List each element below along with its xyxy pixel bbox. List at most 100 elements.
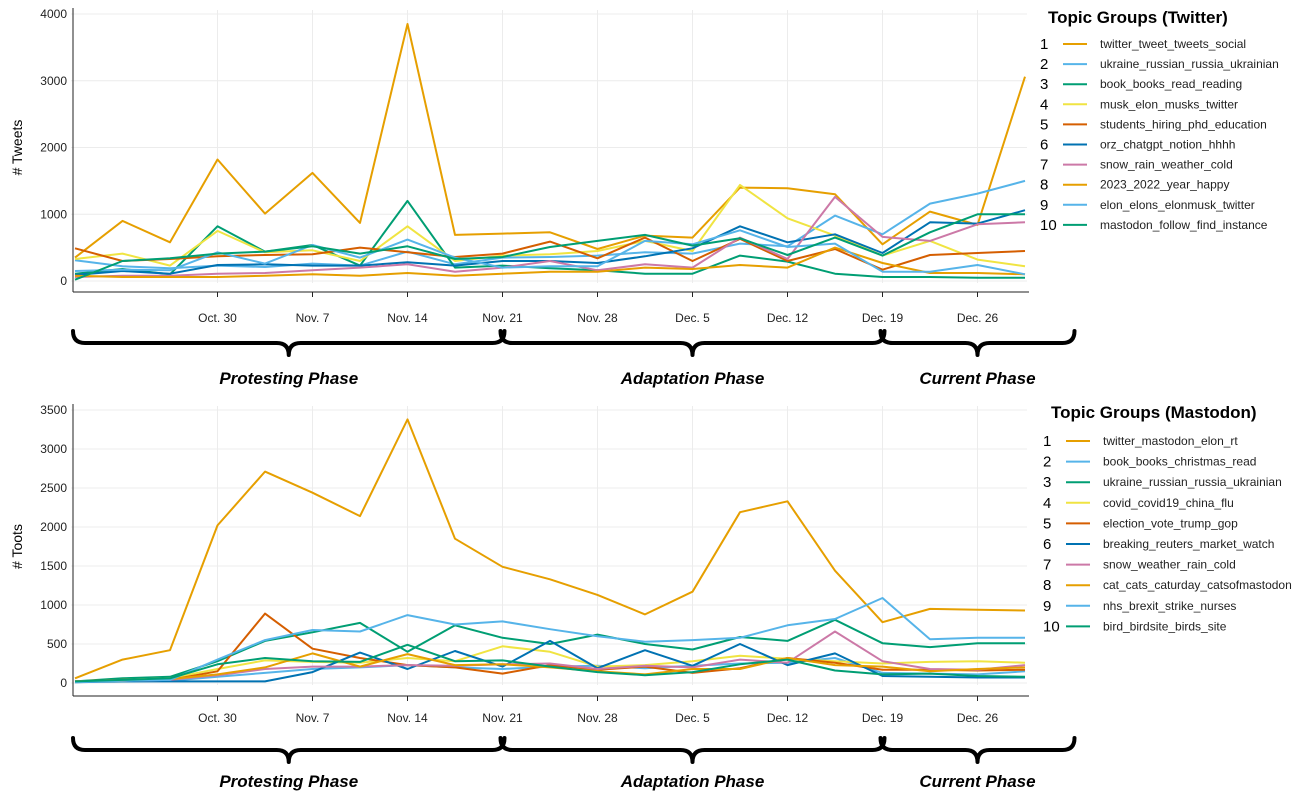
y-axis-label: # Toots [9, 524, 25, 569]
legend-number: 1 [1043, 433, 1051, 450]
y-tick-label: 1000 [40, 207, 67, 221]
x-tick-label: Dec. 5 [675, 711, 710, 725]
y-tick-label: 2000 [40, 141, 67, 155]
x-tick-label: Dec. 26 [957, 711, 999, 725]
legend-label: book_books_christmas_read [1103, 455, 1256, 469]
series-line-10 [74, 643, 1026, 683]
y-tick-label: 1500 [40, 559, 67, 573]
x-tick-label: Nov. 7 [296, 711, 330, 725]
chart-panel-2: 0 500 1000 1500 2000 2500 3000 3500 Oct. 30 Nov. … [9, 403, 1292, 791]
legend-label: book_books_read_reading [1100, 77, 1242, 91]
x-tick-label: Nov. 14 [387, 311, 428, 325]
series-line-3 [74, 618, 1025, 683]
series-line-7 [74, 195, 1026, 278]
y-tick-label: 2500 [40, 481, 67, 495]
x-tick-label: Nov. 28 [577, 311, 618, 325]
phase-label: Current Phase [919, 369, 1035, 388]
legend-label: 2023_2022_year_happy [1100, 178, 1229, 192]
legend-number: 9 [1040, 197, 1048, 214]
x-tick-label: Nov. 7 [296, 311, 330, 325]
legend-number: 9 [1043, 598, 1051, 615]
legend-number: 1 [1040, 36, 1048, 53]
phase-label: Protesting Phase [219, 772, 358, 791]
chart-panel-1: 0 1000 2000 3000 4000 Oct. 30 Nov. 7 Nov. 14 Nov… [9, 7, 1279, 388]
legend-label: breaking_reuters_market_watch [1103, 537, 1274, 551]
legend-number: 10 [1043, 618, 1060, 635]
legend-label: ukraine_russian_russia_ukrainian [1100, 57, 1279, 71]
series-line-7 [74, 630, 1026, 683]
series-line-4 [74, 645, 1026, 683]
y-tick-label: 3000 [40, 74, 67, 88]
legend-label: snow_weather_rain_cold [1103, 558, 1236, 572]
legend-number: 7 [1040, 157, 1048, 174]
legend-number: 2 [1043, 454, 1051, 471]
x-tick-label: Dec. 5 [675, 311, 710, 325]
series-line-8 [74, 246, 1026, 278]
phase-label: Protesting Phase [219, 369, 358, 388]
series-line-2 [74, 179, 1026, 270]
y-tick-label: 3500 [40, 403, 67, 417]
phase-label: Adaptation Phase [620, 369, 765, 388]
phase-label: Current Phase [919, 772, 1035, 791]
legend-label: musk_elon_musks_twitter [1100, 97, 1238, 111]
legend-label: snow_rain_weather_cold [1100, 158, 1233, 172]
legend-number: 8 [1043, 577, 1051, 594]
legend-number: 4 [1043, 495, 1051, 512]
phase-brace [878, 329, 1077, 357]
legend-title: Topic Groups (Mastodon) [1051, 403, 1257, 422]
legend-number: 4 [1040, 96, 1048, 113]
y-tick-label: 2000 [40, 520, 67, 534]
x-tick-label: Dec. 26 [957, 311, 999, 325]
phase-brace [71, 736, 507, 764]
legend-number: 6 [1040, 137, 1048, 154]
y-tick-label: 0 [60, 676, 67, 690]
x-tick-label: Dec. 12 [767, 711, 809, 725]
x-tick-label: Oct. 30 [198, 311, 237, 325]
legend-number: 3 [1043, 474, 1051, 491]
series-line-9 [74, 597, 1025, 684]
x-tick-label: Dec. 19 [862, 711, 904, 725]
y-tick-label: 4000 [40, 7, 67, 21]
legend-number: 6 [1043, 536, 1051, 553]
x-tick-label: Nov. 21 [482, 311, 523, 325]
legend-label: election_vote_trump_gop [1103, 516, 1238, 530]
series-line-9 [74, 229, 1026, 276]
legend-label: nhs_brexit_strike_nurses [1103, 599, 1236, 613]
phase-brace [878, 736, 1077, 764]
y-tick-label: 3000 [40, 442, 67, 456]
legend-number: 5 [1043, 515, 1051, 532]
x-tick-label: Nov. 28 [577, 711, 618, 725]
phase-label: Adaptation Phase [620, 772, 765, 791]
legend-label: covid_covid19_china_flu [1103, 496, 1234, 510]
phase-brace [498, 736, 887, 764]
legend-label: twitter_mastodon_elon_rt [1103, 434, 1238, 448]
legend-number: 8 [1040, 177, 1048, 194]
x-tick-label: Dec. 12 [767, 311, 809, 325]
series-line-10 [74, 213, 1025, 281]
y-tick-label: 1000 [40, 598, 67, 612]
legend-number: 10 [1040, 217, 1057, 234]
x-tick-label: Dec. 19 [862, 311, 904, 325]
y-axis-label: # Tweets [9, 120, 25, 176]
legend-number: 2 [1040, 56, 1048, 73]
legend-label: mastodon_follow_find_instance [1100, 218, 1268, 232]
legend-label: elon_elons_elonmusk_twitter [1100, 198, 1255, 212]
phase-brace [71, 329, 507, 357]
series-line-6 [74, 639, 1025, 684]
legend-label: bird_birdsite_birds_site [1103, 619, 1227, 633]
x-tick-label: Oct. 30 [198, 711, 237, 725]
legend-label: ukraine_russian_russia_ukrainian [1103, 475, 1282, 489]
legend-number: 7 [1043, 557, 1051, 574]
phase-brace [498, 329, 887, 357]
legend-label: students_hiring_phd_education [1100, 117, 1267, 131]
legend-label: cat_cats_caturday_catsofmastodon [1103, 578, 1292, 592]
y-tick-label: 0 [60, 274, 67, 288]
legend-title: Topic Groups (Twitter) [1048, 8, 1228, 27]
legend-number: 5 [1040, 116, 1048, 133]
legend-label: orz_chatgpt_notion_hhhh [1100, 138, 1235, 152]
y-tick-label: 500 [47, 637, 67, 651]
legend-label: twitter_tweet_tweets_social [1100, 37, 1246, 51]
legend-number: 3 [1040, 76, 1048, 93]
x-tick-label: Nov. 21 [482, 711, 523, 725]
